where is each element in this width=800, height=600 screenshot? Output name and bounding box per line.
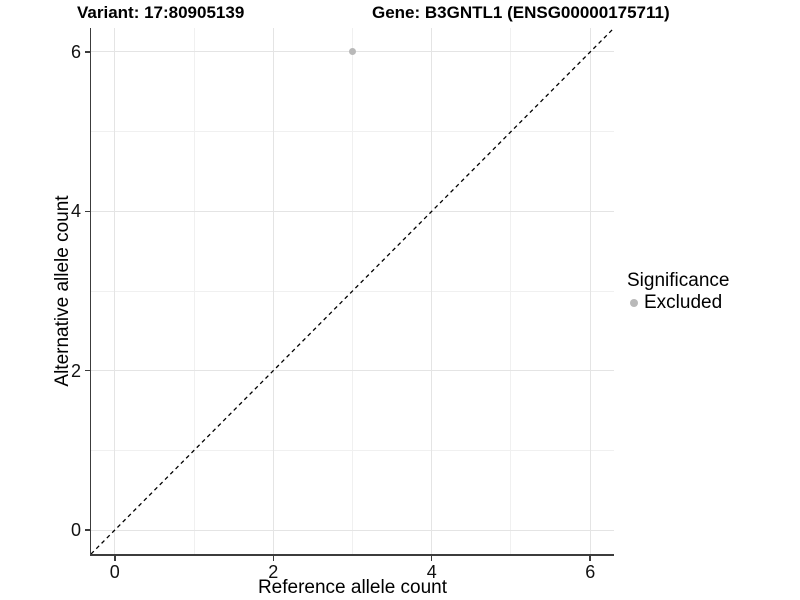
x-tick-label: 2 bbox=[268, 562, 279, 582]
plot-panel bbox=[91, 28, 614, 554]
major-gridline-vertical bbox=[589, 28, 591, 554]
plot-title-gene: Gene: B3GNTL1 (ENSG00000175711) bbox=[372, 3, 670, 22]
x-tick-mark bbox=[589, 555, 591, 561]
x-axis-title: Reference allele count bbox=[257, 577, 448, 598]
y-tick-mark bbox=[84, 51, 90, 53]
x-tick-mark bbox=[272, 555, 274, 561]
legend-item-label: Excluded bbox=[644, 292, 723, 313]
major-gridline-horizontal bbox=[91, 210, 614, 212]
x-tick-mark bbox=[114, 555, 116, 561]
legend: Significance Excluded bbox=[627, 270, 729, 313]
major-gridline-vertical bbox=[272, 28, 274, 554]
x-tick-label: 6 bbox=[585, 562, 596, 582]
y-axis-line bbox=[89, 28, 91, 556]
legend-items: Excluded bbox=[627, 292, 729, 313]
legend-item: Excluded bbox=[627, 292, 729, 313]
minor-gridline-horizontal bbox=[91, 131, 614, 133]
plot-title-variant: Variant: 17:80905139 bbox=[77, 3, 245, 22]
y-tick-label: 0 bbox=[70, 520, 81, 541]
x-tick-mark bbox=[430, 555, 433, 561]
x-tick-label: 0 bbox=[109, 562, 120, 582]
y-axis-title: Alternative allele count bbox=[52, 195, 73, 387]
major-gridline-horizontal bbox=[91, 529, 614, 531]
y-tick-mark bbox=[84, 210, 90, 213]
legend-title: Significance bbox=[627, 270, 730, 291]
y-tick-label: 4 bbox=[70, 201, 81, 222]
y-tick-mark bbox=[84, 369, 90, 372]
identity-dashed-line bbox=[91, 28, 614, 554]
x-axis-line bbox=[89, 554, 614, 556]
x-tick-label: 4 bbox=[426, 562, 437, 582]
y-tick-label: 6 bbox=[70, 41, 81, 62]
major-gridline-vertical bbox=[431, 28, 433, 554]
data-point bbox=[349, 48, 356, 56]
y-tick-label: 2 bbox=[70, 360, 81, 381]
y-tick-mark bbox=[84, 529, 90, 531]
minor-gridline-horizontal bbox=[91, 449, 614, 451]
major-gridline-horizontal bbox=[91, 370, 614, 372]
legend-point-icon bbox=[630, 298, 638, 307]
major-gridline-vertical bbox=[114, 28, 116, 554]
